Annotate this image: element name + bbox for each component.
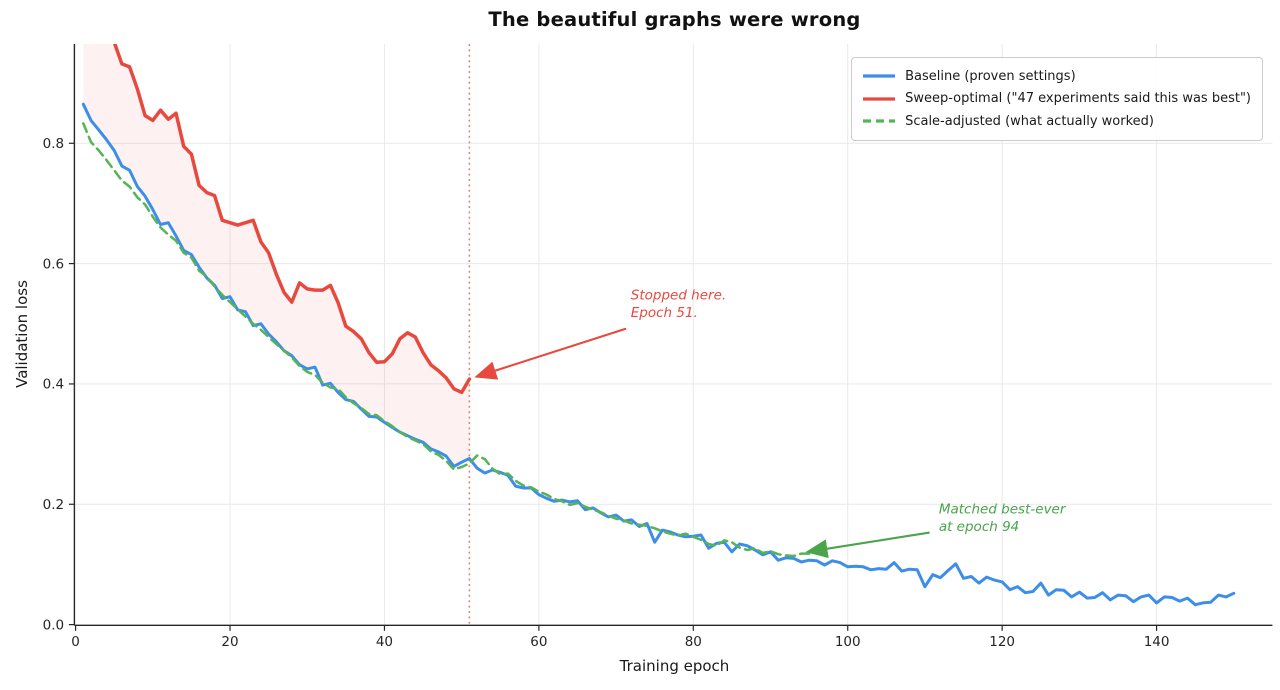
legend-item-1: Sweep-optimal ("47 experiments said this… [862,88,1251,111]
y-tick-label: 0.2 [43,497,64,513]
y-axis-label: Validation loss [13,280,31,388]
axis-ticks [68,142,1158,631]
series-line-0 [81,102,1236,607]
x-tick-label: 40 [376,634,393,650]
legend: Baseline (proven settings) Sweep-optimal … [851,57,1263,141]
matched-best-text: Matched best-ever at epoch 94 [939,501,1067,535]
x-tick-label: 120 [989,634,1015,650]
legend-swatch-solid-line [863,74,896,78]
y-tick-label: 0.4 [43,377,64,393]
chart-title: The beautiful graphs were wrong [488,8,861,31]
x-tick-label: 60 [530,634,547,650]
series-line-2 [82,122,811,558]
x-tick-label: 80 [685,634,702,650]
series-line-1 [112,44,472,395]
x-tick-label: 0 [71,634,80,650]
x-tick-label: 100 [835,634,861,650]
matched-best-arrow [805,531,930,559]
x-tick-label: 140 [1144,634,1170,650]
legend-item-2: Scale-adjusted (what actually worked) [862,110,1251,133]
regret-shaded-area [83,44,470,467]
stopped-here-arrow [474,327,627,380]
y-tick-label: 0.8 [43,136,64,152]
x-axis-label: Training epoch [619,657,730,675]
x-tick-label: 20 [221,634,238,650]
y-tick-label: 0.0 [43,617,64,633]
legend-swatch-solid-line [863,97,896,101]
y-tick-label: 0.6 [43,256,64,272]
axes-spines [73,44,1273,626]
legend-label: Baseline (proven settings) [905,68,1076,84]
legend-item-0: Baseline (proven settings) [862,65,1251,88]
gridlines [75,44,1273,625]
axis-tick-labels: 0 20 40 60 80 100 120 140 0.0 0.2 0.4 0.6 0.8 [43,136,1170,650]
legend-swatch-dashed-line [863,119,896,123]
legend-label: Scale-adjusted (what actually worked) [905,113,1154,129]
legend-label: Sweep-optimal ("47 experiments said this… [905,91,1251,107]
stopped-here-text: Stopped here. Epoch 51. [631,288,726,322]
